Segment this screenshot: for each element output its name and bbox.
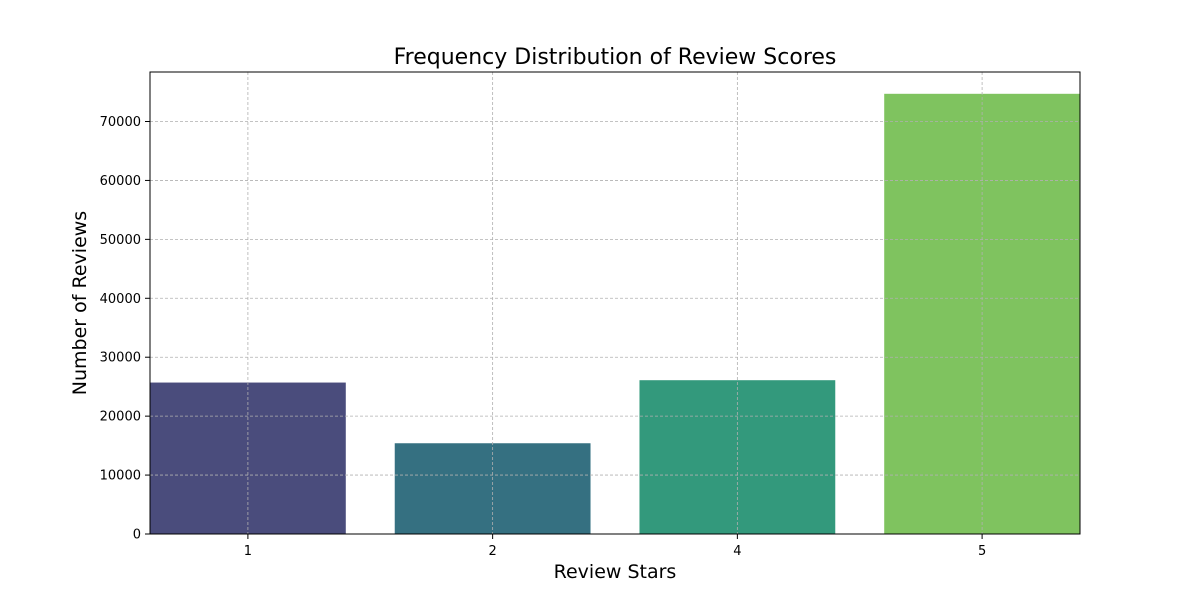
y-tick-label: 10000 xyxy=(100,469,141,484)
x-tick-label: 5 xyxy=(978,544,986,559)
chart-title: Frequency Distribution of Review Scores xyxy=(394,45,837,70)
x-tick-label: 1 xyxy=(244,544,252,559)
y-tick-label: 60000 xyxy=(100,174,141,189)
x-tick-label: 2 xyxy=(488,544,496,559)
y-tick-label: 0 xyxy=(133,528,141,543)
y-tick-label: 70000 xyxy=(100,115,141,130)
plot-frame xyxy=(149,71,1081,535)
x-axis-title: Review Stars xyxy=(554,561,677,583)
x-tick-label: 4 xyxy=(733,544,741,559)
y-axis-title: Number of Reviews xyxy=(69,211,91,395)
y-tick-label: 40000 xyxy=(100,292,141,307)
bars xyxy=(150,93,1080,534)
y-tick-label: 20000 xyxy=(100,410,141,425)
axis-ticks: 0 10000 20000 30000 40000 50000 60000 70000 1 2 4 5 xyxy=(100,115,987,559)
y-tick-label: 30000 xyxy=(100,351,141,366)
y-tick-label: 50000 xyxy=(100,233,141,248)
